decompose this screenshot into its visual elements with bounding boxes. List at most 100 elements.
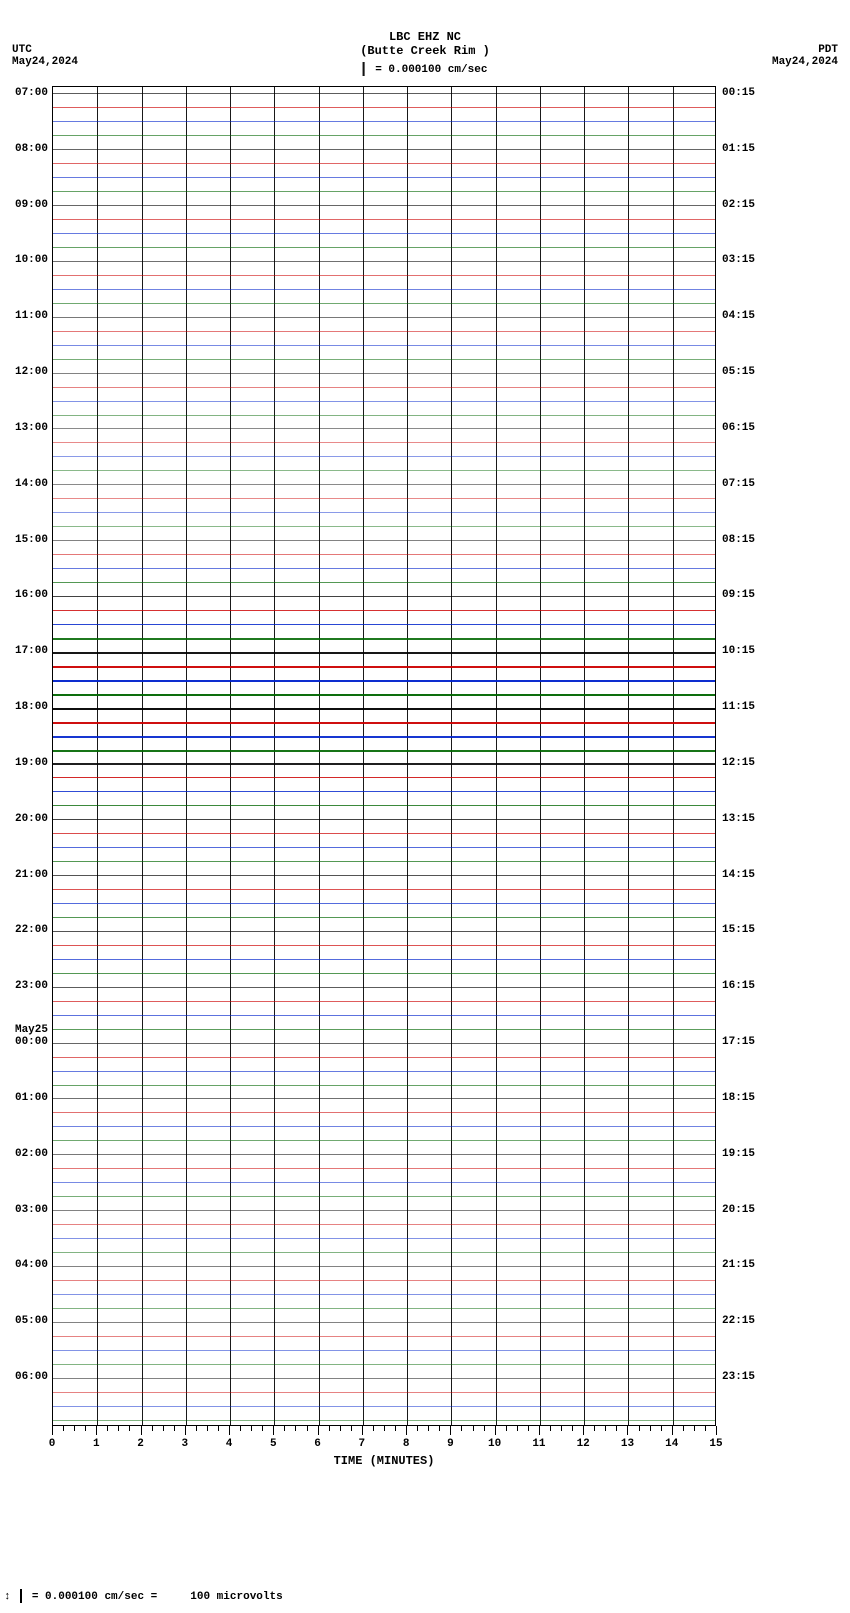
right-hour-label: 08:15 xyxy=(722,534,755,546)
left-hour-label: 13:00 xyxy=(15,422,48,434)
x-tick-major xyxy=(672,1426,673,1435)
x-tick-minor xyxy=(395,1426,396,1431)
header-scale-note: = 0.000100 cm/sec xyxy=(363,62,488,76)
x-tick-label: 7 xyxy=(359,1438,366,1450)
seismic-trace xyxy=(53,1280,715,1281)
right-hour-label: 10:15 xyxy=(722,645,755,657)
tz-right-block: PDT May24,2024 xyxy=(772,44,838,68)
seismic-trace xyxy=(53,303,715,304)
station-code: LBC EHZ NC xyxy=(0,30,850,44)
x-tick-minor xyxy=(550,1426,551,1431)
x-tick-minor xyxy=(461,1426,462,1431)
seismic-trace xyxy=(53,261,715,262)
left-hour-label: 21:00 xyxy=(15,869,48,881)
x-tick-label: 2 xyxy=(137,1438,144,1450)
x-tick-major xyxy=(406,1426,407,1435)
seismic-trace xyxy=(53,973,715,974)
seismic-trace xyxy=(53,680,715,682)
seismic-trace xyxy=(53,512,715,513)
seismic-trace xyxy=(53,470,715,471)
right-hour-label: 16:15 xyxy=(722,980,755,992)
seismic-trace xyxy=(53,1224,715,1225)
x-tick-minor xyxy=(163,1426,164,1431)
seismic-trace xyxy=(53,331,715,332)
left-hour-label: 19:00 xyxy=(15,757,48,769)
seismic-trace xyxy=(53,442,715,443)
x-tick-minor xyxy=(74,1426,75,1431)
seismic-trace xyxy=(53,917,715,918)
x-tick-minor xyxy=(572,1426,573,1431)
tz-right-label: PDT xyxy=(772,44,838,56)
seismic-trace xyxy=(53,1126,715,1127)
seismic-trace xyxy=(53,149,715,150)
x-tick-label: 8 xyxy=(403,1438,410,1450)
x-tick-minor xyxy=(484,1426,485,1431)
tz-right-date: May24,2024 xyxy=(772,56,838,68)
x-tick-minor xyxy=(639,1426,640,1431)
seismic-trace xyxy=(53,847,715,848)
seismic-trace xyxy=(53,791,715,792)
x-tick-minor xyxy=(307,1426,308,1431)
x-tick-minor xyxy=(506,1426,507,1431)
x-tick-major xyxy=(229,1426,230,1435)
seismic-trace xyxy=(53,1378,715,1379)
x-tick-minor xyxy=(384,1426,385,1431)
seismic-trace xyxy=(53,833,715,834)
footer-text-after: 100 microvolts xyxy=(190,1591,282,1603)
x-tick-major xyxy=(362,1426,363,1435)
x-tick-minor xyxy=(528,1426,529,1431)
seismic-trace xyxy=(53,1238,715,1239)
x-tick-major xyxy=(495,1426,496,1435)
helicorder-plot xyxy=(52,86,716,1426)
right-hour-label: 11:15 xyxy=(722,701,755,713)
chart-header: LBC EHZ NC (Butte Creek Rim ) xyxy=(0,30,850,58)
seismic-trace xyxy=(53,93,715,94)
seismic-trace xyxy=(53,931,715,932)
seismic-trace xyxy=(53,191,715,192)
x-axis-title: TIME (MINUTES) xyxy=(334,1454,435,1468)
scale-value: = 0.000100 cm/sec xyxy=(375,64,487,76)
seismic-trace xyxy=(53,722,715,724)
x-tick-major xyxy=(185,1426,186,1435)
x-tick-major xyxy=(96,1426,97,1435)
seismic-trace xyxy=(53,275,715,276)
seismic-trace xyxy=(53,1364,715,1365)
seismic-trace xyxy=(53,526,715,527)
seismic-trace xyxy=(53,1406,715,1407)
x-tick-minor xyxy=(650,1426,651,1431)
seismic-trace xyxy=(53,903,715,904)
right-hour-label: 05:15 xyxy=(722,366,755,378)
x-tick-minor xyxy=(473,1426,474,1431)
x-tick-label: 15 xyxy=(709,1438,722,1450)
tz-left-label: UTC xyxy=(12,44,78,56)
seismic-trace xyxy=(53,582,715,583)
x-tick-minor xyxy=(329,1426,330,1431)
seismic-trace xyxy=(53,1154,715,1155)
x-tick-minor xyxy=(196,1426,197,1431)
x-tick-minor xyxy=(251,1426,252,1431)
right-hour-label: 21:15 xyxy=(722,1259,755,1271)
seismic-trace xyxy=(53,359,715,360)
left-hour-label: 22:00 xyxy=(15,924,48,936)
left-hour-label: 10:00 xyxy=(15,254,48,266)
seismic-trace xyxy=(53,805,715,806)
x-tick-minor xyxy=(262,1426,263,1431)
x-tick-minor xyxy=(218,1426,219,1431)
x-tick-minor xyxy=(517,1426,518,1431)
right-hour-label: 00:15 xyxy=(722,87,755,99)
right-hour-label: 23:15 xyxy=(722,1371,755,1383)
x-tick-minor xyxy=(85,1426,86,1431)
x-tick-minor xyxy=(351,1426,352,1431)
left-hour-label: 05:00 xyxy=(15,1315,48,1327)
x-tick-label: 11 xyxy=(532,1438,545,1450)
seismic-trace xyxy=(53,540,715,541)
right-hour-label: 13:15 xyxy=(722,813,755,825)
x-tick-minor xyxy=(373,1426,374,1431)
seismic-trace xyxy=(53,345,715,346)
seismic-trace xyxy=(53,107,715,108)
seismic-trace xyxy=(53,624,715,625)
left-hour-label: 12:00 xyxy=(15,366,48,378)
seismic-trace xyxy=(53,750,715,752)
right-hour-label: 07:15 xyxy=(722,478,755,490)
seismic-trace xyxy=(53,1322,715,1323)
